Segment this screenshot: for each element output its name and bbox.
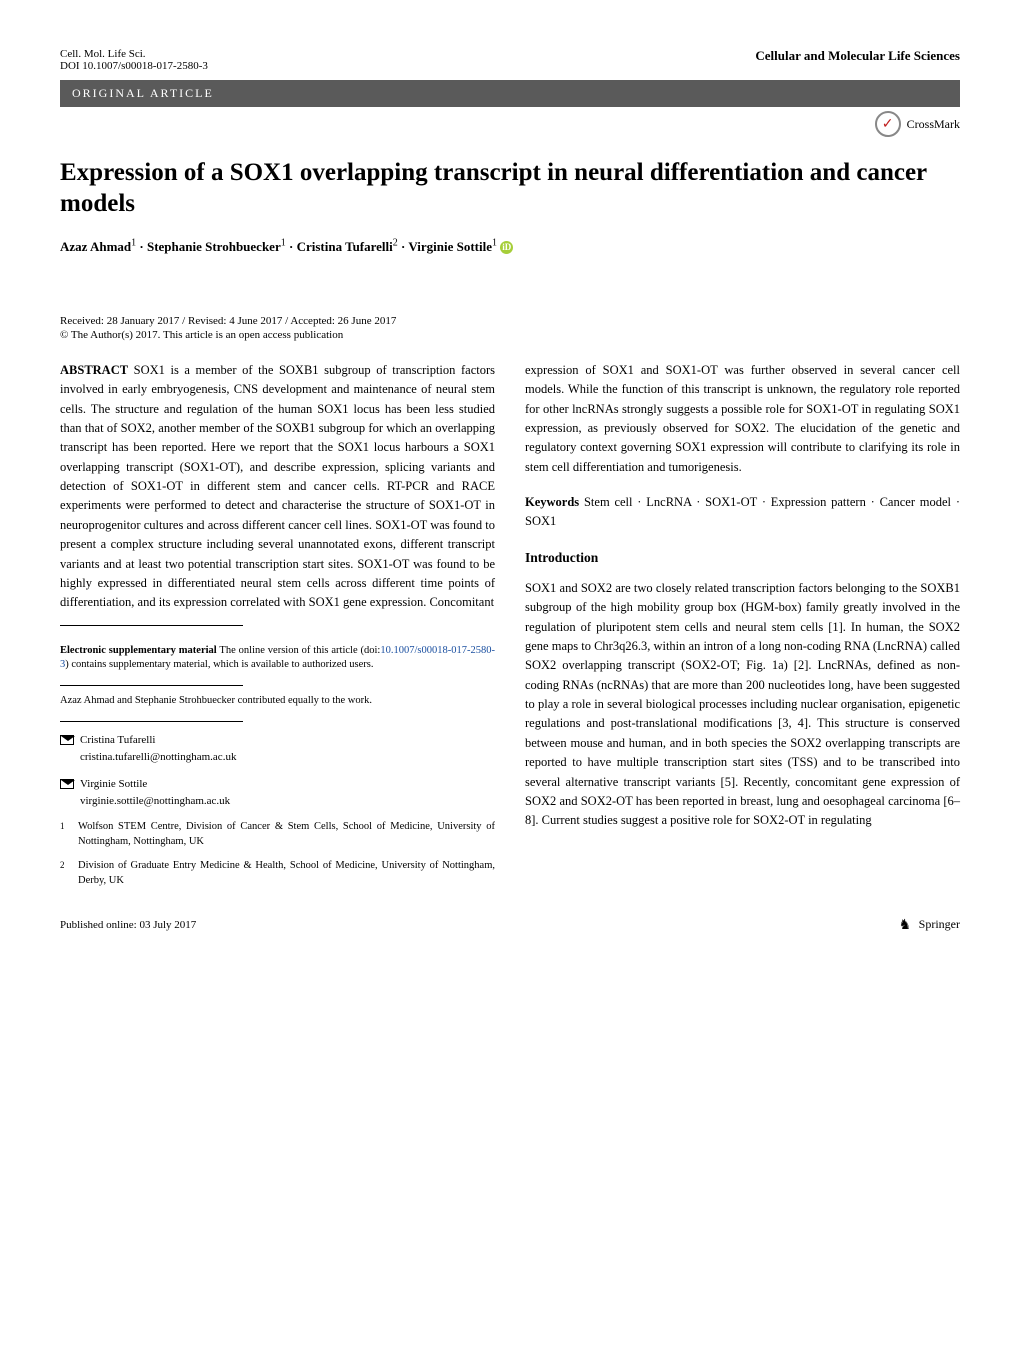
corr-email-2: virginie.sottile@nottingham.ac.uk	[80, 793, 230, 810]
abstract-text-part1: SOX1 is a member of the SOXB1 subgroup o…	[60, 363, 495, 610]
publisher-name: Springer	[919, 917, 960, 932]
corr-author-block: Virginie Sottile virginie.sottile@nottin…	[80, 776, 230, 810]
affiliation-2: 2 Division of Graduate Entry Medicine & …	[60, 859, 495, 888]
header-row: Cell. Mol. Life Sci. DOI 10.1007/s00018-…	[60, 48, 960, 72]
supp-bold: Electronic supplementary material	[60, 645, 217, 656]
abstract-paragraph: ABSTRACT SOX1 is a member of the SOXB1 s…	[60, 361, 495, 613]
journal-name: Cellular and Molecular Life Sciences	[755, 48, 960, 72]
corresponding-author-1: Cristina Tufarelli cristina.tufarelli@no…	[60, 732, 495, 766]
footer-row: Published online: 03 July 2017 ♞ Springe…	[60, 917, 960, 933]
corr-name-1: Cristina Tufarelli	[80, 732, 236, 749]
crossmark-row[interactable]: ✓ CrossMark	[60, 111, 960, 137]
affiliation-1: 1 Wolfson STEM Centre, Division of Cance…	[60, 820, 495, 849]
divider-line-2	[60, 685, 243, 686]
two-column-body: ABSTRACT SOX1 is a member of the SOXB1 s…	[60, 361, 960, 889]
corr-email-1: cristina.tufarelli@nottingham.ac.uk	[80, 749, 236, 766]
left-column: ABSTRACT SOX1 is a member of the SOXB1 s…	[60, 361, 495, 889]
affil-text-1: Wolfson STEM Centre, Division of Cancer …	[78, 820, 495, 849]
supp-text: The online version of this article (doi:	[217, 645, 381, 656]
keywords-text: Stem cell · LncRNA · SOX1-OT · Expressio…	[525, 495, 960, 528]
supp-tail: ) contains supplementary material, which…	[65, 659, 373, 670]
journal-abbrev: Cell. Mol. Life Sci.	[60, 48, 208, 60]
abstract-label: ABSTRACT	[60, 363, 128, 377]
envelope-icon	[60, 735, 74, 745]
article-title: Expression of a SOX1 overlapping transcr…	[60, 157, 960, 220]
affil-text-2: Division of Graduate Entry Medicine & He…	[78, 859, 495, 888]
crossmark-label: CrossMark	[907, 117, 960, 132]
keywords-line: Keywords Stem cell · LncRNA · SOX1-OT · …	[525, 493, 960, 532]
envelope-icon	[60, 779, 74, 789]
article-type-bar: ORIGINAL ARTICLE	[60, 80, 960, 107]
authors-text: Azaz Ahmad1 · Stephanie Strohbuecker1 · …	[60, 239, 497, 254]
doi: DOI 10.1007/s00018-017-2580-3	[60, 60, 208, 72]
published-online: Published online: 03 July 2017	[60, 919, 196, 931]
corr-name-2: Virginie Sottile	[80, 776, 230, 793]
orcid-icon[interactable]: iD	[500, 241, 513, 254]
copyright-line: © The Author(s) 2017. This article is an…	[60, 329, 960, 341]
header-left: Cell. Mol. Life Sci. DOI 10.1007/s00018-…	[60, 48, 208, 72]
right-column: expression of SOX1 and SOX1-OT was furth…	[525, 361, 960, 889]
corr-author-block: Cristina Tufarelli cristina.tufarelli@no…	[80, 732, 236, 766]
abstract-text-part2: expression of SOX1 and SOX1-OT was furth…	[525, 361, 960, 477]
introduction-heading: Introduction	[525, 548, 960, 569]
contribution-note: Azaz Ahmad and Stephanie Strohbuecker co…	[60, 694, 495, 709]
corresponding-author-2: Virginie Sottile virginie.sottile@nottin…	[60, 776, 495, 810]
affil-num-2: 2	[60, 859, 68, 888]
publisher-logo: ♞ Springer	[899, 917, 960, 933]
introduction-text: SOX1 and SOX2 are two closely related tr…	[525, 579, 960, 831]
divider-line-3	[60, 721, 243, 722]
received-dates: Received: 28 January 2017 / Revised: 4 J…	[60, 315, 960, 327]
supplementary-note: Electronic supplementary material The on…	[60, 644, 495, 673]
affil-num-1: 1	[60, 820, 68, 849]
springer-horse-icon: ♞	[899, 917, 915, 933]
divider-line	[60, 625, 243, 626]
author-list: Azaz Ahmad1 · Stephanie Strohbuecker1 · …	[60, 238, 960, 255]
crossmark-icon: ✓	[875, 111, 901, 137]
keywords-label: Keywords	[525, 495, 579, 509]
